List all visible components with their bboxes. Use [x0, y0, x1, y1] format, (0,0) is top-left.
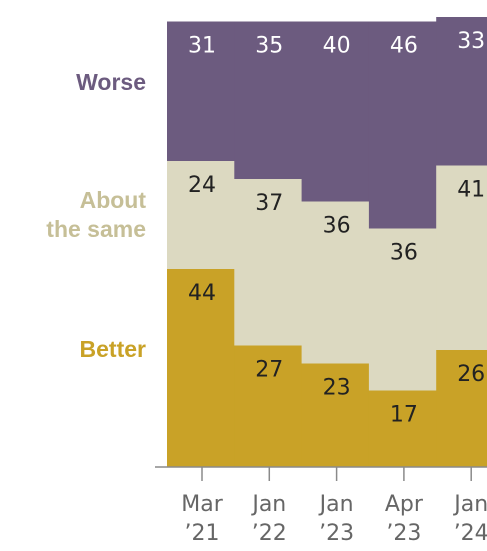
- legend-better: Better: [80, 336, 147, 362]
- value-label-better-1: 27: [255, 358, 283, 383]
- bar-worse-3: [368, 21, 439, 229]
- value-label-worse-1: 35: [255, 34, 283, 59]
- bar-worse-2: [301, 21, 372, 202]
- value-label-better-2: 23: [323, 376, 351, 401]
- bar-about-the-same-4: [436, 165, 487, 350]
- x-tick-label-0: Mar ’21: [181, 492, 223, 546]
- bar-better-1: [234, 345, 305, 467]
- value-label-about-the-same-4: 41: [457, 178, 485, 203]
- bar-worse-1: [234, 21, 305, 179]
- value-label-worse-4: 33: [457, 29, 485, 54]
- value-label-worse-2: 40: [323, 34, 351, 59]
- bar-better-2: [301, 363, 372, 467]
- value-label-better-4: 26: [457, 362, 485, 387]
- value-label-worse-3: 46: [390, 34, 418, 59]
- x-axis-ticks: Mar ’21 Jan ’22 Jan ’23 Apr ’23 Jan ’24: [181, 467, 487, 546]
- value-label-better-0: 44: [188, 281, 216, 306]
- x-tick-label-1: Jan ’22: [250, 492, 286, 546]
- bar-worse-0: [167, 21, 237, 161]
- x-tick-label-2: Jan ’23: [318, 492, 354, 546]
- value-label-about-the-same-0: 24: [188, 173, 216, 198]
- bar-better-3: [368, 390, 439, 467]
- bar-better-0: [167, 269, 237, 467]
- value-label-about-the-same-1: 37: [255, 191, 283, 216]
- legend-about-the-same: About the same: [46, 187, 146, 242]
- x-tick-label-3: Apr ’23: [385, 492, 424, 546]
- value-label-about-the-same-2: 36: [323, 214, 351, 239]
- x-tick-label-4: Jan ’24: [452, 492, 487, 546]
- legend-worse: Worse: [76, 69, 146, 95]
- bar-about-the-same-1: [234, 179, 305, 346]
- value-label-worse-0: 31: [188, 34, 216, 59]
- bar-worse-4: [436, 17, 487, 166]
- value-label-about-the-same-3: 36: [390, 241, 418, 266]
- bar-better-4: [436, 350, 487, 467]
- bar-about-the-same-0: [167, 161, 237, 269]
- bar-about-the-same-2: [301, 201, 372, 364]
- bars-layer: 44 24 31 27 37 35 23 36 40 17 36 46 26 41 33: [167, 17, 487, 467]
- value-label-better-3: 17: [390, 403, 418, 428]
- legend: Better About the same Worse: [46, 69, 146, 362]
- bar-about-the-same-3: [368, 228, 439, 391]
